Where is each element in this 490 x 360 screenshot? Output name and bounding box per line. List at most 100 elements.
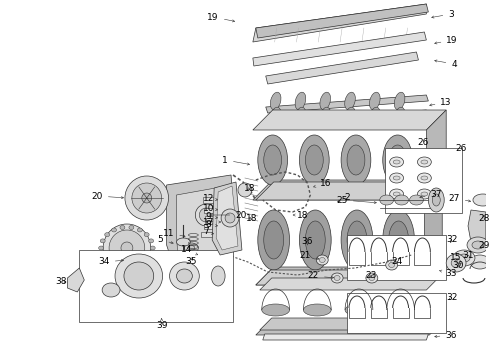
Ellipse shape (105, 233, 110, 237)
Ellipse shape (389, 262, 394, 267)
Ellipse shape (410, 195, 423, 205)
Ellipse shape (295, 107, 306, 125)
Ellipse shape (299, 210, 331, 270)
Bar (201, 232, 215, 237)
Text: 20: 20 (210, 211, 246, 220)
Text: 7: 7 (203, 228, 214, 237)
Ellipse shape (124, 262, 154, 290)
Ellipse shape (320, 92, 331, 110)
Ellipse shape (150, 246, 155, 250)
Text: 35: 35 (186, 257, 197, 266)
Ellipse shape (417, 173, 431, 183)
Ellipse shape (102, 283, 120, 297)
Ellipse shape (225, 213, 235, 223)
Bar (205, 216, 221, 221)
Text: 2: 2 (338, 193, 350, 202)
Ellipse shape (421, 176, 428, 180)
Ellipse shape (148, 239, 154, 243)
Ellipse shape (98, 246, 103, 250)
Text: 5: 5 (158, 235, 173, 244)
Ellipse shape (347, 221, 367, 259)
Text: 30: 30 (452, 261, 464, 270)
Ellipse shape (144, 233, 149, 237)
Ellipse shape (112, 228, 117, 232)
Ellipse shape (299, 135, 329, 185)
Text: 4: 4 (435, 59, 457, 68)
Ellipse shape (393, 160, 400, 164)
Ellipse shape (394, 107, 405, 125)
Text: 14: 14 (181, 246, 198, 255)
Polygon shape (468, 210, 486, 242)
Ellipse shape (320, 107, 331, 125)
Text: 19: 19 (207, 13, 235, 22)
Text: 28: 28 (478, 213, 490, 222)
Ellipse shape (100, 253, 105, 257)
Ellipse shape (211, 266, 225, 286)
Bar (204, 208, 222, 213)
Polygon shape (253, 180, 446, 200)
Bar (79, 250, 233, 322)
Ellipse shape (369, 107, 380, 125)
Ellipse shape (184, 243, 198, 253)
Ellipse shape (334, 275, 340, 280)
Ellipse shape (103, 224, 151, 272)
Ellipse shape (295, 92, 306, 110)
Ellipse shape (451, 258, 461, 267)
Text: 33: 33 (440, 269, 457, 278)
Text: 16: 16 (314, 179, 331, 188)
Text: 3: 3 (432, 9, 454, 18)
Text: 18: 18 (293, 211, 308, 220)
Ellipse shape (380, 195, 393, 205)
Ellipse shape (109, 230, 145, 266)
Ellipse shape (417, 157, 431, 167)
Ellipse shape (142, 193, 152, 203)
Ellipse shape (394, 92, 405, 110)
Ellipse shape (341, 210, 373, 270)
Ellipse shape (258, 210, 290, 270)
Text: 15: 15 (450, 253, 462, 262)
Ellipse shape (112, 264, 117, 268)
Ellipse shape (305, 145, 323, 175)
Ellipse shape (344, 92, 355, 110)
Text: 8: 8 (205, 220, 218, 229)
Ellipse shape (387, 304, 415, 316)
Ellipse shape (144, 259, 149, 264)
Polygon shape (260, 318, 438, 330)
Ellipse shape (344, 107, 355, 125)
Polygon shape (176, 187, 223, 273)
Polygon shape (253, 110, 446, 130)
Text: 24: 24 (391, 257, 402, 266)
Ellipse shape (170, 262, 199, 290)
Text: 36: 36 (302, 238, 313, 247)
Ellipse shape (129, 225, 134, 230)
Ellipse shape (100, 239, 105, 243)
Ellipse shape (417, 189, 431, 199)
Text: 36: 36 (435, 330, 457, 339)
Ellipse shape (467, 237, 489, 253)
Ellipse shape (238, 183, 252, 197)
Ellipse shape (148, 253, 154, 257)
Polygon shape (256, 320, 444, 335)
Polygon shape (424, 182, 442, 285)
Polygon shape (263, 334, 428, 340)
Ellipse shape (174, 252, 193, 264)
Polygon shape (256, 270, 444, 285)
Ellipse shape (453, 250, 475, 266)
Text: 26: 26 (455, 144, 467, 153)
Polygon shape (266, 110, 428, 128)
Ellipse shape (383, 135, 413, 185)
Text: 12: 12 (202, 194, 218, 202)
Text: 25: 25 (337, 195, 376, 204)
Polygon shape (212, 182, 242, 255)
Text: 21: 21 (300, 251, 319, 260)
Ellipse shape (176, 269, 193, 283)
Ellipse shape (341, 135, 371, 185)
Text: 18: 18 (244, 184, 256, 193)
Text: 34: 34 (98, 257, 123, 266)
Ellipse shape (120, 225, 125, 230)
Text: 9: 9 (205, 212, 218, 220)
Ellipse shape (115, 254, 163, 298)
Ellipse shape (383, 210, 415, 270)
Ellipse shape (345, 304, 373, 316)
Ellipse shape (347, 145, 365, 175)
